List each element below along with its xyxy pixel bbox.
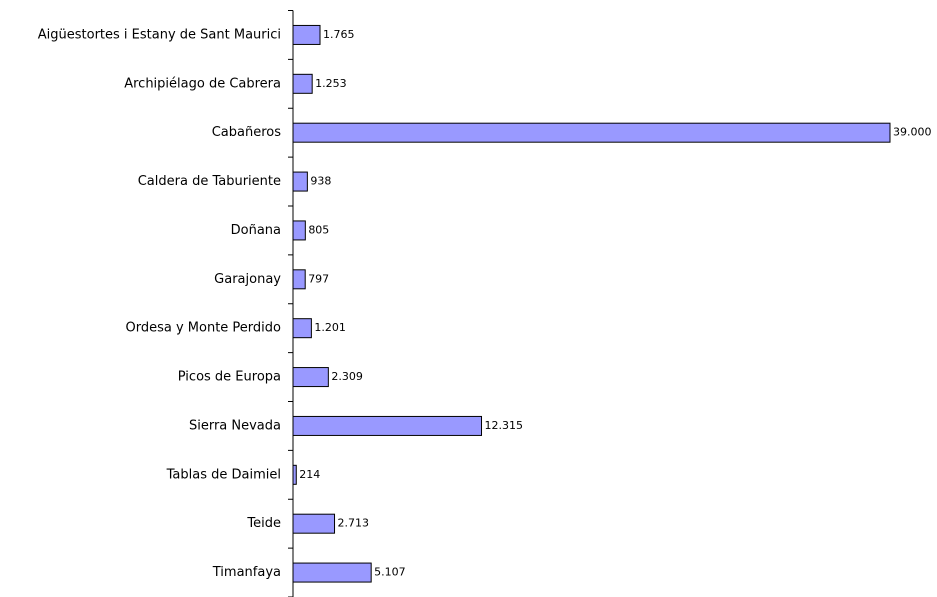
data-label: 2.713 (338, 517, 370, 530)
bar (292, 269, 306, 290)
bar (292, 562, 372, 583)
y-tick-label: Garajonay (214, 272, 281, 287)
bar (292, 367, 329, 388)
bar (292, 73, 313, 94)
bar (292, 415, 483, 436)
data-label: 1.253 (315, 77, 347, 90)
data-label: 5.107 (374, 566, 406, 579)
bar (292, 464, 297, 485)
bar (292, 513, 336, 534)
y-tick-label: Tablas de Daimiel (166, 467, 281, 482)
bar (292, 171, 308, 192)
data-label: 805 (308, 223, 329, 236)
y-tick-label: Ordesa y Monte Perdido (126, 321, 282, 336)
data-label: 12.315 (485, 419, 524, 432)
data-label: 797 (308, 272, 329, 285)
y-tick-label: Aigüestortes i Estany de Sant Maurici (38, 27, 281, 42)
y-tick-label: Caldera de Taburiente (138, 174, 281, 189)
data-label: 214 (299, 468, 320, 481)
bar (292, 24, 321, 45)
y-tick-label: Timanfaya (212, 565, 281, 580)
y-tick-label: Picos de Europa (178, 370, 281, 385)
bar (292, 122, 891, 143)
y-tick-label: Sierra Nevada (189, 418, 281, 433)
y-tick-label: Doñana (231, 223, 281, 238)
data-label: 1.765 (323, 28, 355, 41)
y-tick-label: Teide (246, 516, 281, 531)
data-label: 1.201 (314, 321, 346, 334)
bar (292, 220, 306, 241)
y-tick-label: Archipiélago de Cabrera (124, 76, 281, 91)
bar (292, 318, 312, 339)
y-tick-label: Cabañeros (212, 125, 282, 140)
data-label: 39.000 (893, 126, 932, 139)
data-label: 938 (310, 175, 331, 188)
data-label: 2.309 (331, 370, 363, 383)
